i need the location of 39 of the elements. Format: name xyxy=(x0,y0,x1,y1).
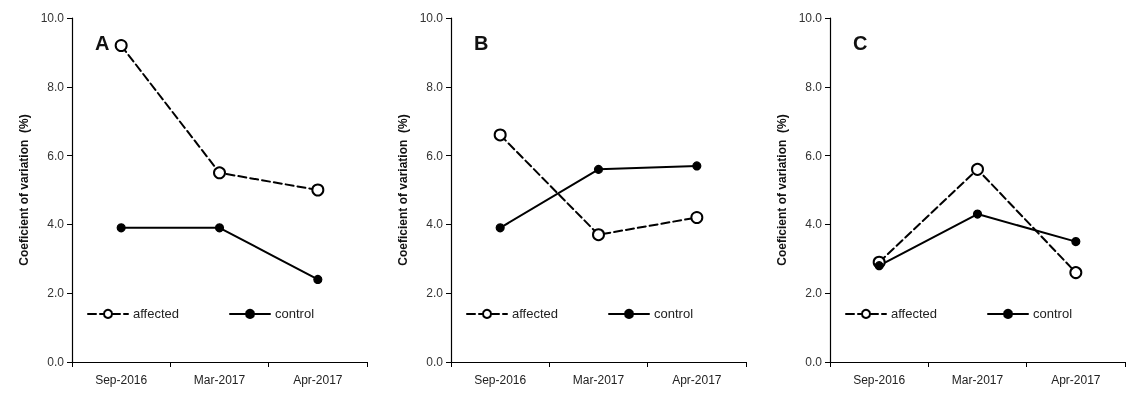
text: B xyxy=(474,32,489,54)
legend-label: control xyxy=(654,306,694,322)
y-tick-label: 8.0 xyxy=(426,79,444,94)
legend-label: control xyxy=(275,306,315,322)
text: A xyxy=(95,32,110,54)
x-tick-label: Apr-2017 xyxy=(1051,373,1101,387)
x-tick-label: Mar-2017 xyxy=(572,373,625,387)
text: C xyxy=(853,32,868,54)
x-tick-label: Apr-2017 xyxy=(672,373,722,387)
x-tick-label: Mar-2017 xyxy=(951,373,1004,387)
y-tick-label: 6.0 xyxy=(805,148,823,163)
y-tick-label: 10.0 xyxy=(798,11,823,25)
y-axis-title: Coeficient of variation (%) xyxy=(395,114,410,266)
x-tick-label: Sep-2016 xyxy=(853,373,906,387)
legend-label: affected xyxy=(512,306,559,322)
legend-label: affected xyxy=(891,306,938,322)
y-tick-label: 0.0 xyxy=(47,355,65,369)
y-tick-label: 6.0 xyxy=(47,148,65,163)
y-tick-label: 4.0 xyxy=(805,217,823,232)
x-tick-label: Sep-2016 xyxy=(474,373,527,387)
y-tick-label: 2.0 xyxy=(47,286,65,301)
y-tick-label: 8.0 xyxy=(805,79,823,94)
x-tick-label: Mar-2017 xyxy=(193,373,246,387)
y-axis-title: Coeficient of variation (%) xyxy=(16,114,31,266)
x-tick-label: Apr-2017 xyxy=(293,373,343,387)
y-tick-label: 0.0 xyxy=(805,355,823,369)
x-tick-label: Sep-2016 xyxy=(95,373,148,387)
y-tick-label: 10.0 xyxy=(419,11,444,25)
legend-label: control xyxy=(1033,306,1073,322)
y-tick-label: 2.0 xyxy=(805,286,823,301)
y-tick-label: 8.0 xyxy=(47,79,65,94)
legend-label: affected xyxy=(133,306,180,322)
y-tick-label: 10.0 xyxy=(40,11,65,25)
y-tick-label: 6.0 xyxy=(426,148,444,163)
y-tick-label: 0.0 xyxy=(426,355,444,369)
y-tick-label: 2.0 xyxy=(426,286,444,301)
y-axis-title: Coeficient of variation (%) xyxy=(774,114,789,266)
y-tick-label: 4.0 xyxy=(426,217,444,232)
y-tick-label: 4.0 xyxy=(47,217,65,232)
